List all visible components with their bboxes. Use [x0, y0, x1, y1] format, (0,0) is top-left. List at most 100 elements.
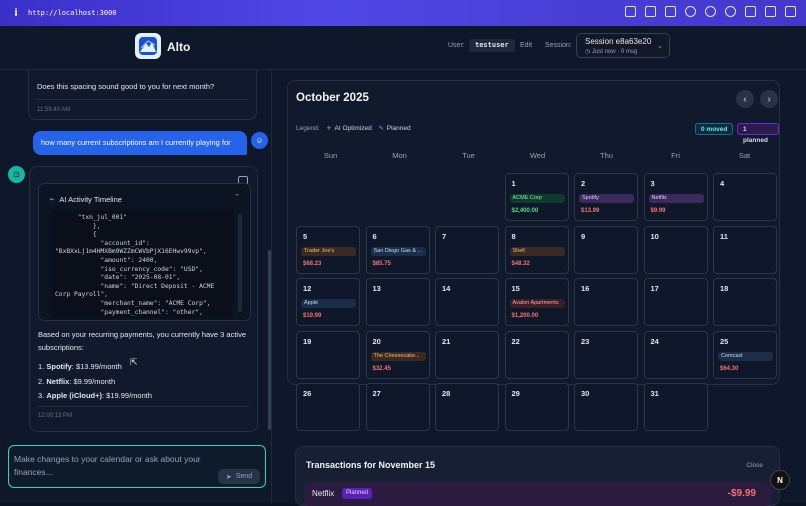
close-button[interactable]: Close: [746, 462, 763, 469]
calendar-day[interactable]: 22: [504, 330, 569, 379]
calendar-day[interactable]: 29: [504, 383, 569, 431]
settings-icon[interactable]: [685, 6, 696, 17]
panel-icon[interactable]: [785, 6, 796, 17]
edit-user-button[interactable]: Edit: [520, 42, 533, 49]
day-number: 22: [511, 336, 520, 346]
globe-icon[interactable]: [705, 6, 716, 17]
day-number: 23: [581, 336, 590, 346]
calendar-day[interactable]: 20 The Cheesecake... $32.45: [365, 330, 430, 379]
prev-month-button[interactable]: ‹: [736, 90, 754, 108]
calendar-day[interactable]: 26: [296, 383, 360, 431]
calendar-day[interactable]: 4: [713, 173, 777, 221]
chat-input[interactable]: [14, 453, 214, 483]
layout-icon[interactable]: [765, 6, 776, 17]
weekday-label: Wed: [529, 151, 546, 160]
address-bar[interactable]: http://localhost:3000: [28, 9, 117, 17]
calendar-day[interactable]: 9: [574, 225, 638, 274]
link-icon[interactable]: [625, 6, 636, 17]
timeline-header[interactable]: ⌁ AI Activity Timeline: [49, 194, 122, 205]
target-icon[interactable]: [725, 6, 736, 17]
next-month-button[interactable]: ›: [760, 90, 778, 108]
calendar-day[interactable]: 6 San Diego Gas & ... $85.75: [365, 225, 430, 274]
transaction-amount: -$9.99: [727, 488, 756, 499]
info-icon[interactable]: i: [14, 7, 18, 19]
calendar-day[interactable]: 12 Apple $19.99: [296, 278, 360, 326]
calendar-day[interactable]: 28: [435, 383, 499, 431]
transaction-chip[interactable]: ACME Corp: [509, 194, 565, 203]
divider: [37, 99, 248, 100]
calendar-day[interactable]: 27: [365, 383, 430, 431]
send-button[interactable]: ➤ Send: [218, 469, 260, 484]
calendar-day[interactable]: 2 Spotify $13.99: [574, 173, 638, 221]
subscription-name: Spotify: [46, 362, 72, 371]
session-selector[interactable]: Session e8a63e20 ◷ Just now · 0 msg ⌄: [576, 33, 670, 58]
assistant-message: Does this spacing sound good to you for …: [28, 70, 257, 120]
camera-icon[interactable]: [665, 6, 676, 17]
list-item: 1. Spotify: $13.99/month: [38, 360, 152, 375]
transaction-chip[interactable]: Trader Joe's: [301, 246, 356, 256]
day-number: 25: [720, 336, 729, 346]
send-label: Send: [235, 473, 253, 480]
calendar-day[interactable]: 24: [643, 330, 708, 379]
legend-label: Legend:: [296, 125, 320, 132]
calendar-day[interactable]: 1 ACME Corp $2,400.00: [504, 173, 569, 221]
list-item: 3. Apple (iCloud+): $19.99/month: [38, 389, 152, 404]
message-text: Does this spacing sound good to you for …: [37, 82, 215, 91]
chat-scrollbar[interactable]: [268, 250, 271, 430]
timeline-scrollbar[interactable]: [238, 214, 242, 312]
calendar-day[interactable]: 3 Netflix $9.99: [643, 173, 708, 221]
next-devtools-button[interactable]: N: [770, 470, 790, 490]
session-title: Session e8a63e20: [585, 37, 652, 46]
weekday-label: Mon: [392, 151, 407, 160]
calendar-day[interactable]: 14: [435, 278, 499, 326]
transaction-chip[interactable]: San Diego Gas & ...: [370, 246, 426, 256]
calendar-day[interactable]: 25 Comcast $64.30: [713, 330, 777, 379]
calendar-day[interactable]: 31: [643, 383, 708, 431]
calendar-day[interactable]: 5 Trader Joe's $68.23: [296, 225, 360, 274]
transaction-chip[interactable]: Netflix: [648, 194, 704, 203]
screenshot-icon[interactable]: [645, 6, 656, 17]
calendar-day[interactable]: 7: [435, 225, 499, 274]
app-name: Alto: [167, 40, 191, 54]
browser-tools: [625, 6, 796, 17]
timeline-title: AI Activity Timeline: [59, 195, 122, 204]
terminal-icon[interactable]: [745, 6, 756, 17]
calendar-day[interactable]: 11: [713, 225, 777, 274]
chat-panel: Does this spacing sound good to you for …: [0, 70, 272, 503]
transaction-chip[interactable]: The Cheesecake...: [370, 351, 426, 361]
calendar-day[interactable]: 10: [643, 225, 708, 274]
calendar-day[interactable]: 23: [574, 330, 638, 379]
transaction-amount: $64.30: [720, 365, 739, 372]
list-num: 1.: [38, 362, 45, 371]
calendar-day[interactable]: 21: [435, 330, 499, 379]
transaction-amount: $19.99: [303, 313, 322, 319]
session-meta: ◷ Just now · 0 msg: [585, 48, 661, 55]
calendar-day[interactable]: 13: [365, 278, 430, 326]
calendar-day[interactable]: 19: [296, 330, 360, 379]
transaction-chip[interactable]: Apple: [301, 299, 356, 308]
calendar-day[interactable]: 30: [574, 383, 638, 431]
transaction-chip[interactable]: Comcast: [718, 351, 773, 361]
day-number: 31: [650, 389, 659, 398]
chevron-up-icon[interactable]: ⌃: [234, 194, 240, 201]
day-number: 18: [720, 284, 729, 293]
calendar-day[interactable]: 15 Avalon Apartments $1,200.00: [504, 278, 569, 326]
username-chip: testuser: [469, 39, 515, 52]
calendar-day[interactable]: 8 Shell $48.32: [504, 225, 569, 274]
transaction-chip[interactable]: Spotify: [579, 194, 634, 203]
transaction-row[interactable]: Netflix Planned -$9.99: [304, 482, 771, 506]
day-number: 15: [511, 284, 520, 293]
day-number: 8: [511, 231, 516, 241]
calendar-day[interactable]: 17: [643, 278, 708, 326]
assistant-message: ⌁ AI Activity Timeline ⌃ "txn_jul_001" },…: [29, 166, 258, 432]
day-number: 4: [720, 179, 725, 188]
transaction-chip[interactable]: Shell: [509, 246, 565, 256]
day-number: 19: [303, 336, 312, 346]
transaction-merchant: Netflix: [312, 489, 335, 498]
day-number: 27: [372, 389, 381, 398]
transaction-chip[interactable]: Avalon Apartments: [509, 299, 565, 308]
day-number: 11: [720, 231, 728, 241]
chat-composer: ➤Send: [8, 445, 266, 488]
calendar-day[interactable]: 18: [713, 278, 777, 326]
calendar-day[interactable]: 16: [574, 278, 638, 326]
